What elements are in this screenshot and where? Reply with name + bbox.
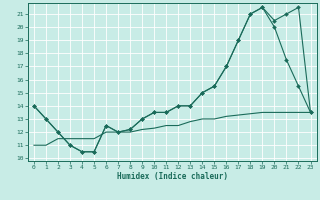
X-axis label: Humidex (Indice chaleur): Humidex (Indice chaleur) — [117, 172, 228, 181]
